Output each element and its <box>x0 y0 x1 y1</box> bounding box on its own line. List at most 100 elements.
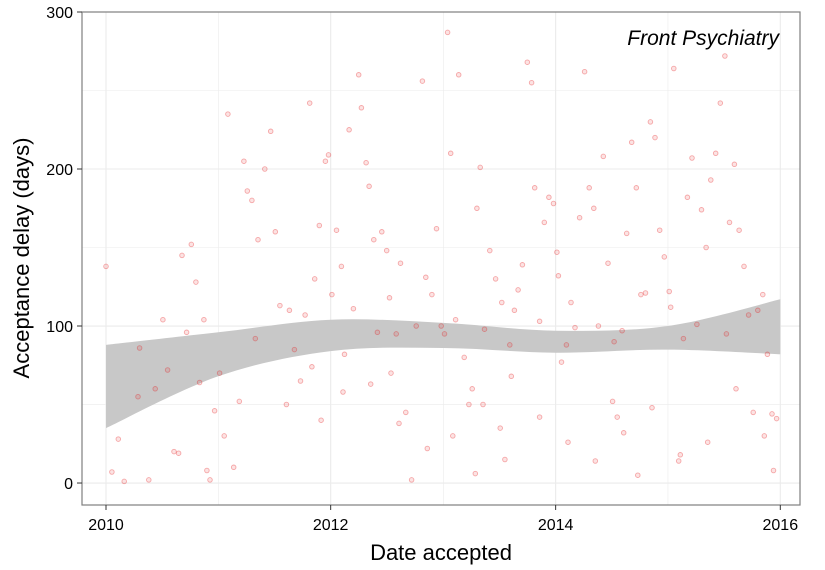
data-point <box>455 72 462 78</box>
data-point <box>524 59 531 65</box>
data-point <box>444 29 451 36</box>
data-point <box>408 477 415 483</box>
data-point <box>366 183 372 190</box>
data-point <box>499 299 505 306</box>
grid-lines <box>82 12 800 505</box>
data-point <box>675 458 682 464</box>
data-point <box>350 305 357 312</box>
data-point <box>635 472 641 478</box>
data-point <box>424 445 431 452</box>
data-point <box>614 414 620 420</box>
data-point <box>507 342 513 348</box>
data-point <box>267 128 274 135</box>
y-axis-ticks: 0 100 200 300 <box>46 5 82 493</box>
data-point <box>511 307 518 314</box>
x-tick-label: 2010 <box>88 517 124 534</box>
data-point <box>712 150 719 157</box>
x-tick-label: 2016 <box>763 517 799 534</box>
data-point <box>568 299 574 306</box>
data-point <box>225 111 231 117</box>
data-point <box>605 260 611 266</box>
data-point <box>611 338 617 345</box>
x-axis-ticks: 2010 2012 2014 2016 <box>88 505 798 534</box>
data-point <box>487 247 493 254</box>
data-point <box>379 229 385 235</box>
data-point <box>272 229 279 235</box>
data-point <box>341 351 348 358</box>
data-point <box>755 307 761 314</box>
data-point <box>413 323 419 329</box>
data-point <box>642 290 649 296</box>
data-point <box>388 370 394 376</box>
data-point <box>773 415 780 422</box>
data-point <box>477 164 483 171</box>
data-point <box>297 378 304 384</box>
data-point <box>550 200 557 207</box>
data-point <box>146 477 152 483</box>
data-point <box>480 401 486 408</box>
data-point <box>329 291 335 298</box>
data-point <box>179 252 185 259</box>
data-point <box>628 139 635 146</box>
data-point <box>586 185 592 191</box>
data-point <box>302 312 308 318</box>
data-point <box>374 329 381 336</box>
data-point <box>386 295 393 301</box>
data-point <box>563 342 570 348</box>
data-point <box>591 205 597 212</box>
data-point <box>741 263 747 270</box>
data-point <box>536 414 543 420</box>
data-point <box>103 263 109 270</box>
data-point <box>723 331 730 337</box>
data-point <box>207 477 213 483</box>
data-point <box>667 304 674 310</box>
data-point <box>393 331 399 337</box>
data-point <box>656 227 663 233</box>
data-point <box>441 331 448 337</box>
data-point <box>633 185 640 191</box>
data-point <box>171 448 177 455</box>
data-point <box>311 276 318 282</box>
data-point <box>255 236 261 243</box>
data-point <box>461 354 467 361</box>
data-point <box>508 373 515 380</box>
y-tick-label: 0 <box>64 476 73 493</box>
data-point <box>761 433 768 439</box>
data-point <box>164 367 171 373</box>
data-point <box>438 323 444 329</box>
data-point <box>429 291 435 298</box>
data-point <box>358 105 365 111</box>
data-point <box>595 323 602 329</box>
data-point <box>396 420 402 427</box>
data-point <box>325 152 332 158</box>
data-point <box>546 194 552 201</box>
data-point <box>338 263 345 270</box>
data-point <box>689 155 695 161</box>
data-point <box>704 439 711 445</box>
data-point <box>121 478 127 485</box>
data-point <box>680 335 687 342</box>
data-point <box>193 279 199 285</box>
data-point <box>592 458 599 464</box>
data-point <box>554 249 560 255</box>
data-point <box>647 119 654 125</box>
data-point <box>309 364 315 370</box>
data-point <box>666 288 672 295</box>
data-point <box>492 276 499 282</box>
data-point <box>277 302 283 309</box>
data-point <box>558 359 565 365</box>
data-point <box>244 188 251 194</box>
data-point <box>466 401 472 408</box>
data-point <box>684 194 691 201</box>
data-point <box>769 411 775 417</box>
data-point <box>497 425 503 431</box>
data-point <box>135 393 141 400</box>
x-tick-label: 2014 <box>538 517 574 534</box>
data-point <box>115 436 122 442</box>
data-point <box>652 134 658 141</box>
data-point <box>572 324 578 331</box>
data-point <box>528 79 535 86</box>
data-point <box>306 100 313 106</box>
data-point <box>541 219 548 226</box>
